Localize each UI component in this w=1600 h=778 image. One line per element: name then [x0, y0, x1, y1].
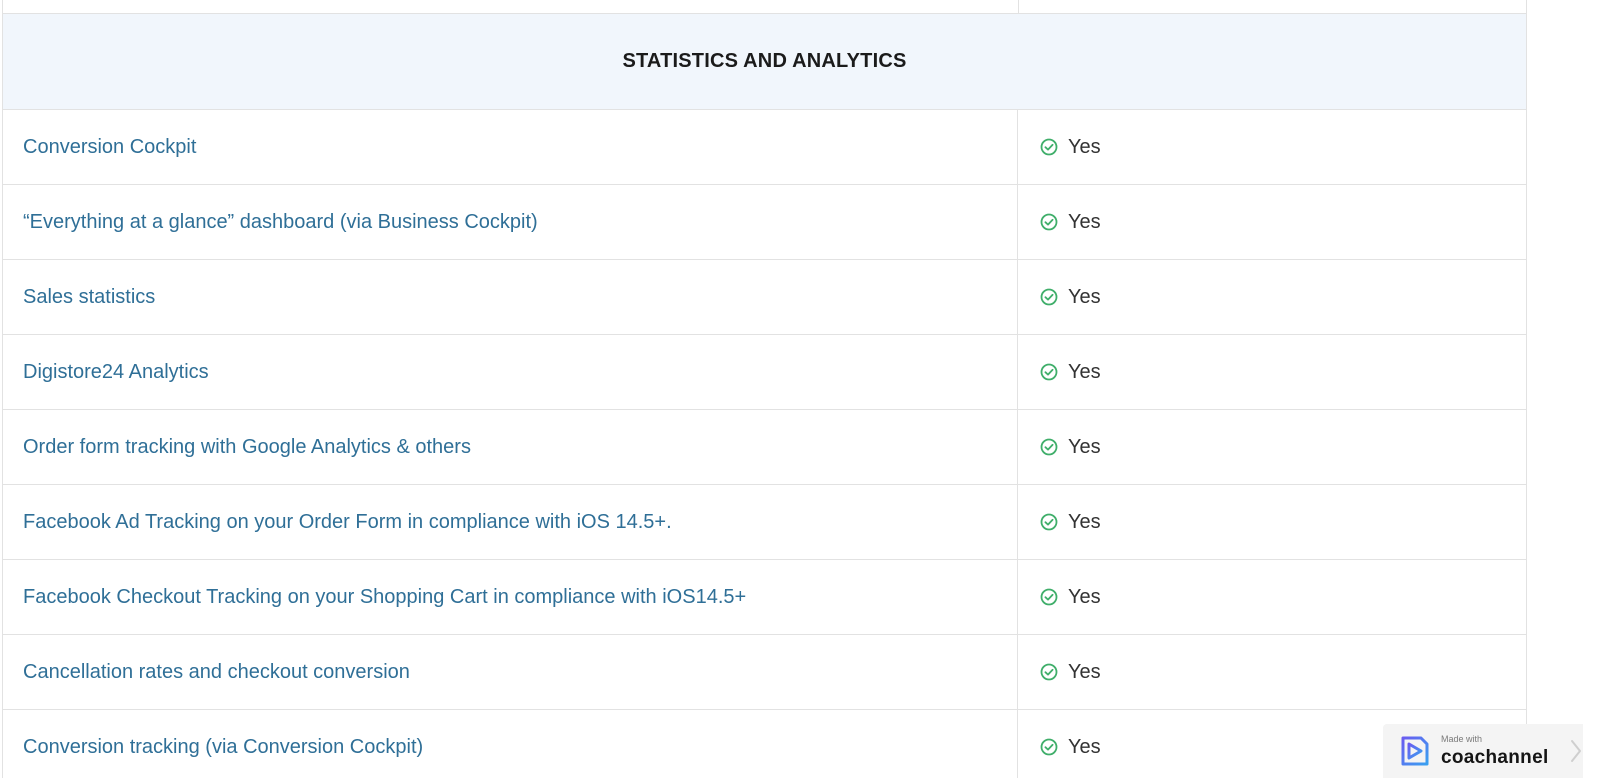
feature-value-cell: Yes	[1018, 710, 1526, 778]
table-row: “Everything at a glance” dashboard (via …	[3, 185, 1526, 260]
check-circle-icon	[1040, 663, 1058, 681]
previous-row-strip	[3, 0, 1526, 14]
section-header: STATISTICS AND ANALYTICS	[3, 14, 1526, 110]
made-with-coachannel-badge[interactable]: Made with coachannel	[1383, 724, 1583, 778]
check-circle-icon	[1040, 138, 1058, 156]
feature-value-cell: Yes	[1018, 560, 1526, 634]
feature-value: Yes	[1068, 660, 1101, 683]
feature-name: Sales statistics	[3, 260, 1018, 334]
table-row: Cancellation rates and checkout conversi…	[3, 635, 1526, 710]
feature-name: Digistore24 Analytics	[3, 335, 1018, 409]
check-circle-icon	[1040, 513, 1058, 531]
coachannel-logo-icon	[1397, 733, 1433, 769]
table-row: Order form tracking with Google Analytic…	[3, 410, 1526, 485]
feature-value: Yes	[1068, 360, 1101, 383]
feature-value-cell: Yes	[1018, 260, 1526, 334]
feature-value: Yes	[1068, 510, 1101, 533]
table-row: Facebook Checkout Tracking on your Shopp…	[3, 560, 1526, 635]
feature-value-cell: Yes	[1018, 485, 1526, 559]
feature-value-cell: Yes	[1018, 635, 1526, 709]
feature-name: Facebook Checkout Tracking on your Shopp…	[3, 560, 1018, 634]
section-title: STATISTICS AND ANALYTICS	[622, 50, 907, 72]
feature-value-cell: Yes	[1018, 185, 1526, 259]
chevron-right-icon[interactable]	[1569, 738, 1583, 764]
feature-name: Conversion Cockpit	[3, 110, 1018, 184]
feature-value-cell: Yes	[1018, 410, 1526, 484]
feature-comparison-table: STATISTICS AND ANALYTICS Conversion Cock…	[2, 0, 1527, 778]
feature-value: Yes	[1068, 735, 1101, 758]
check-circle-icon	[1040, 363, 1058, 381]
feature-value: Yes	[1068, 585, 1101, 608]
check-circle-icon	[1040, 288, 1058, 306]
check-circle-icon	[1040, 438, 1058, 456]
badge-text: Made with coachannel	[1441, 734, 1549, 768]
check-circle-icon	[1040, 213, 1058, 231]
feature-value: Yes	[1068, 435, 1101, 458]
feature-value: Yes	[1068, 210, 1101, 233]
table-row: Digistore24 Analytics Yes	[3, 335, 1526, 410]
feature-name: Order form tracking with Google Analytic…	[3, 410, 1018, 484]
feature-name: Cancellation rates and checkout conversi…	[3, 635, 1018, 709]
table-row: Sales statistics Yes	[3, 260, 1526, 335]
feature-value: Yes	[1068, 285, 1101, 308]
feature-name: Facebook Ad Tracking on your Order Form …	[3, 485, 1018, 559]
feature-value-cell: Yes	[1018, 335, 1526, 409]
table-row: Conversion Cockpit Yes	[3, 110, 1526, 185]
feature-value: Yes	[1068, 135, 1101, 158]
check-circle-icon	[1040, 738, 1058, 756]
table-row: Conversion tracking (via Conversion Cock…	[3, 710, 1526, 778]
feature-name: “Everything at a glance” dashboard (via …	[3, 185, 1018, 259]
feature-name: Conversion tracking (via Conversion Cock…	[3, 710, 1018, 778]
column-divider	[1018, 0, 1019, 13]
badge-brand: coachannel	[1441, 747, 1549, 768]
badge-made-with: Made with	[1441, 734, 1483, 744]
check-circle-icon	[1040, 588, 1058, 606]
feature-value-cell: Yes	[1018, 110, 1526, 184]
table-row: Facebook Ad Tracking on your Order Form …	[3, 485, 1526, 560]
